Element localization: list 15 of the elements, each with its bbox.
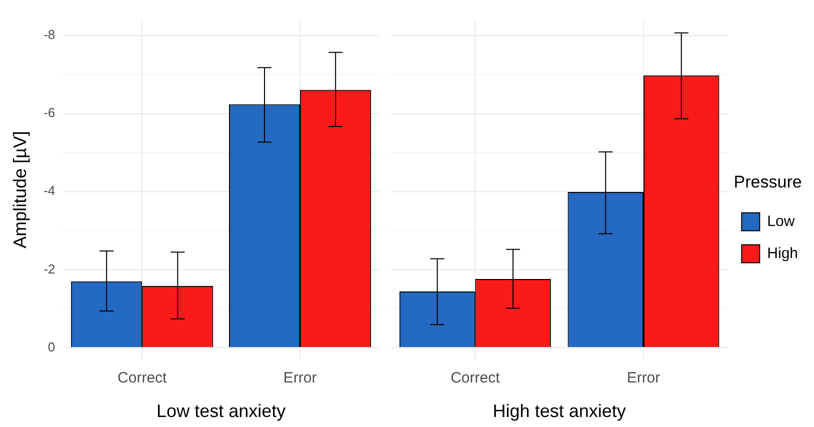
y-tick-label: -6 xyxy=(44,105,56,120)
x-tick-label: Error xyxy=(626,370,660,387)
x-tick-label: Error xyxy=(283,370,317,387)
legend-title: Pressure xyxy=(734,172,802,192)
x-axis-title: Low test anxiety xyxy=(156,401,286,422)
y-tick-label: -2 xyxy=(44,261,56,276)
y-tick-label: -4 xyxy=(44,183,56,198)
x-tick-label: Correct xyxy=(450,370,501,387)
y-tick-label: -8 xyxy=(44,27,56,42)
y-tick-label: 0 xyxy=(48,339,56,354)
legend-label: Low xyxy=(767,212,795,230)
legend-label: High xyxy=(767,244,798,262)
x-tick-label: Correct xyxy=(118,370,168,387)
y-axis-title: Amplitude [µV] xyxy=(10,130,30,248)
x-axis-title: High test anxiety xyxy=(492,401,626,422)
